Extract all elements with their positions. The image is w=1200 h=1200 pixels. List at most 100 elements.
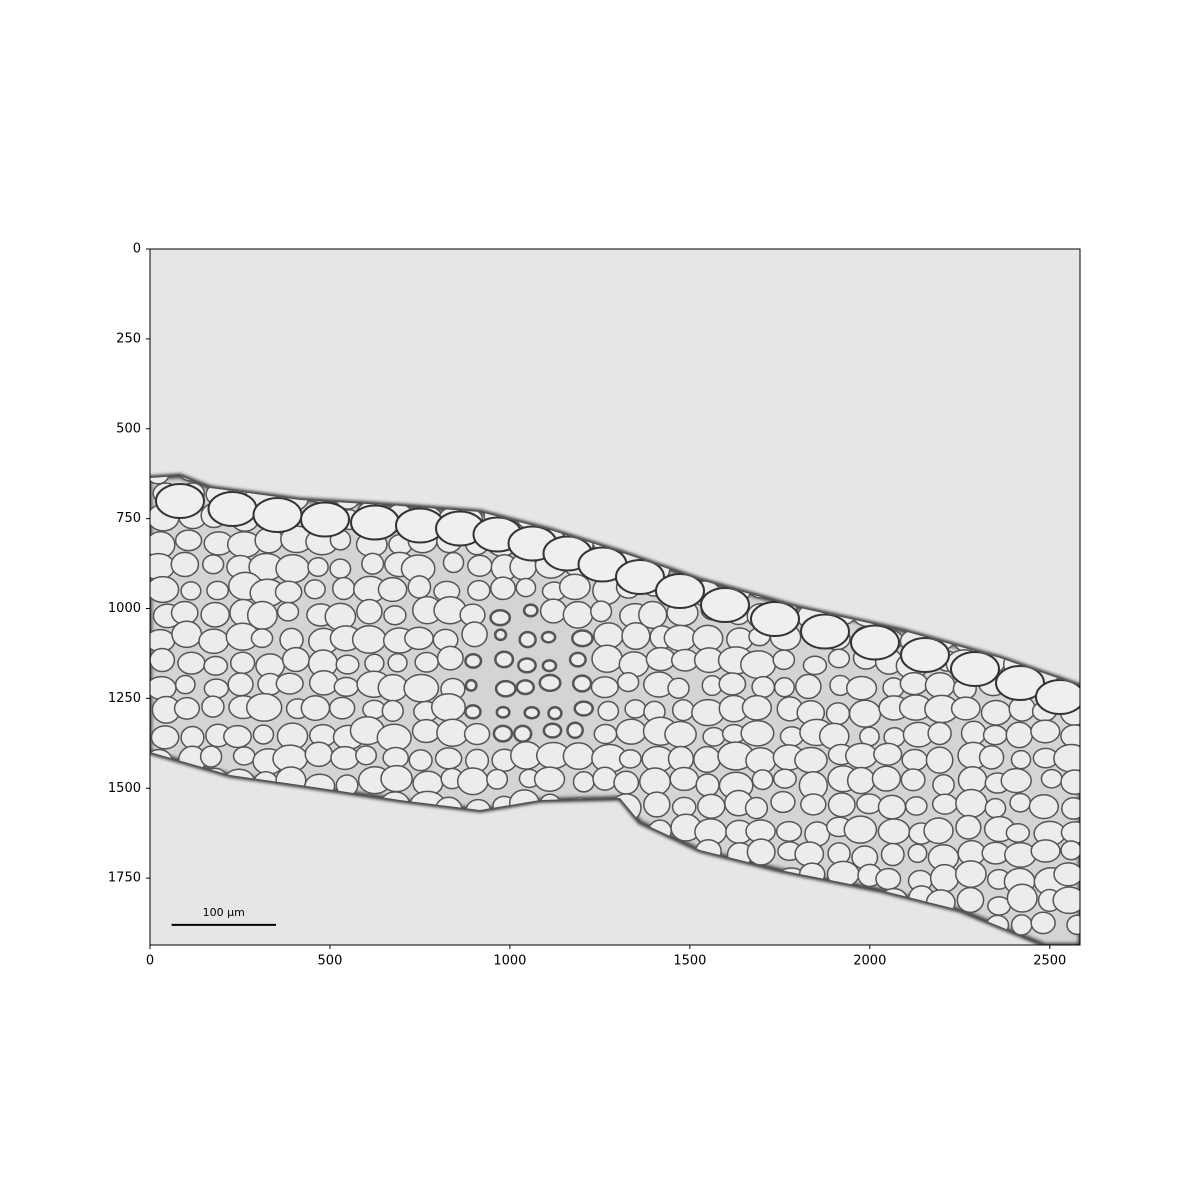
y-tick-label: 1000 [108,601,141,616]
cell [300,695,331,722]
cell [621,621,651,651]
cell [900,768,926,792]
cell [1053,743,1080,773]
x-tick-label: 2000 [853,954,886,969]
cell [174,529,203,552]
cell [522,603,539,618]
cell [590,676,619,699]
cell [515,679,536,696]
cell [383,605,407,626]
cell [1066,914,1080,936]
cell [177,476,206,482]
cell [617,672,640,693]
cell [329,558,352,580]
x-tick-label: 0 [146,954,154,969]
cell [539,598,567,624]
cell [871,765,902,792]
y-tick-label: 250 [116,331,141,346]
cell [442,551,465,574]
cell [1060,840,1080,861]
cell [1028,794,1060,820]
cell [931,793,958,815]
cell [404,626,434,651]
cell [562,600,594,629]
cell [150,575,180,604]
cell [825,702,851,726]
cell [693,745,721,774]
cell [1091,872,1112,891]
cell [663,624,698,652]
cell [843,815,878,844]
cell [772,768,797,789]
cell [794,746,828,774]
cell [198,628,230,655]
cell [751,675,776,699]
cell [467,554,493,577]
cell [411,718,441,744]
cell [956,886,985,914]
cell [229,651,256,675]
epidermis-cell [615,559,665,595]
cell [618,749,642,769]
epidermis-cell [950,651,1000,687]
cell [932,773,955,796]
cell [541,659,558,673]
epidermis-cell [252,497,303,533]
micrograph [150,249,1121,945]
cell [174,674,196,695]
cell [170,551,200,578]
cell [1030,911,1056,935]
cell [308,670,339,696]
cell [955,814,982,840]
cell [615,718,647,745]
cell [547,706,563,721]
cell [566,721,584,740]
x-tick-label: 2500 [1033,954,1066,969]
cell [1089,651,1114,676]
cell [518,630,537,649]
cell [1085,843,1111,864]
cell [202,554,225,575]
cell [245,692,283,722]
cell [899,671,929,696]
cell [773,677,796,698]
cell [1052,886,1080,915]
cell [355,745,378,766]
cell [638,767,671,797]
cell [1005,721,1034,749]
cell [664,720,697,748]
cell [1088,484,1118,508]
cell [775,820,803,843]
cell [695,773,720,797]
cell [227,672,254,697]
cell [1085,459,1121,487]
cell [177,651,206,675]
cell [923,817,954,845]
cell [307,557,329,578]
epidermis-cell [350,504,400,541]
cell [1083,529,1108,551]
cell [904,796,928,816]
cell [436,645,464,671]
cell [1060,724,1080,749]
cell [150,647,176,673]
cell [461,621,488,648]
epidermis-cell [655,573,705,609]
cell [562,742,595,771]
cell [800,793,827,816]
cell [150,675,177,701]
cell [489,608,512,627]
cell [180,581,202,601]
cell [250,628,274,649]
cell [467,579,491,602]
cell [1082,886,1109,912]
cell [1000,767,1032,794]
cell [171,620,203,649]
cell [403,673,440,703]
cell [1061,796,1080,820]
cell [590,600,613,623]
y-tick-label: 1500 [108,781,141,796]
cell [408,749,433,772]
cell [1009,792,1032,813]
